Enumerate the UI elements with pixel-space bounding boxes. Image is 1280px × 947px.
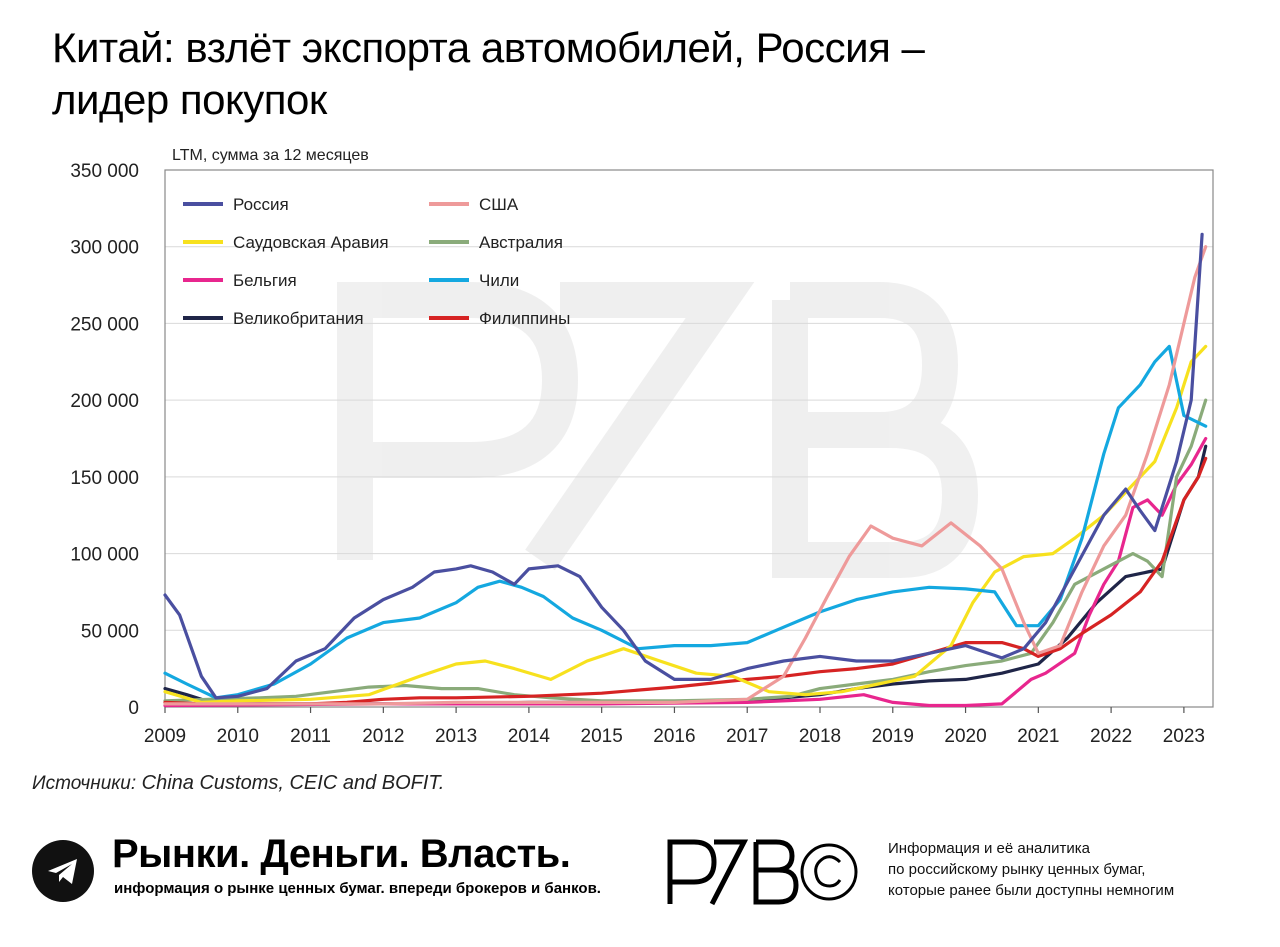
legend: Россия США Саудовская Аравия Австралия Бельг… [183,195,570,328]
x-tick-label: 2016 [653,726,695,747]
source-text: China Customs, CEIC and BOFIT. [141,772,445,794]
brand-tagline: информация о рынке ценных бумаг. впереди… [114,880,601,897]
x-tick-label: 2019 [872,726,914,747]
legend-label: Саудовская Аравия [233,233,389,252]
source-note: Источники: China Customs, CEIC and BOFIT… [32,772,444,795]
telegram-icon[interactable] [32,840,94,902]
y-tick-label: 350 000 [70,161,139,182]
legend-label: Чили [479,271,519,290]
x-tick-label: 2009 [144,726,186,747]
legend-label: Россия [233,195,289,214]
x-tick-label: 2015 [581,726,623,747]
legend-label: Великобритания [233,309,364,328]
x-tick-label: 2017 [726,726,768,747]
x-tick-label: 2014 [508,726,551,747]
source-label: Источники: [32,773,137,794]
legend-label: Австралия [479,233,563,252]
x-tick-label: 2013 [435,726,477,747]
x-tick-label: 2011 [290,726,331,747]
title-line-2: лидер покупок [52,76,327,123]
series-line [163,436,1208,708]
legend-label: США [479,195,519,214]
title-line-1: Китай: взлёт экспорта автомобилей, Росси… [52,24,925,71]
y-tick-label: 300 000 [70,238,139,259]
footer-info: Информация и её аналитика по российскому… [888,838,1174,901]
y-tick-label: 0 [128,698,139,719]
x-tick-label: 2020 [944,726,986,747]
series-line [163,398,1208,703]
footer-info-line-1: Информация и её аналитика [888,840,1090,857]
brand-name[interactable]: Рынки. Деньги. Власть. [112,832,571,876]
footer-info-line-3: которые ранее были доступны немногим [888,882,1175,899]
y-tick-label: 150 000 [70,468,139,489]
x-tick-label: 2018 [799,726,841,747]
series-line [163,344,1208,704]
y-tick-label: 250 000 [70,314,139,335]
x-tick-label: 2021 [1017,726,1059,747]
legend-label: Филиппины [479,309,570,328]
page-title: Китай: взлёт экспорта автомобилей, Росси… [52,22,1202,126]
export-line-chart: 0 50 000 100 000 150 000 200 000 250 000 300 0… [70,147,1214,747]
x-tick-label: 2023 [1163,726,1205,747]
plot-frame [164,169,1214,708]
x-tick-label: 2010 [217,726,259,747]
y-tick-label: 100 000 [70,545,139,566]
footer-info-line-2: по российскому рынку ценных бумаг, [888,861,1146,878]
series-line [163,245,1208,706]
y-tick-label: 200 000 [70,391,139,412]
pzb-logo [667,839,858,906]
pzb-watermark [337,282,979,578]
series-line [163,456,1208,706]
series-line [163,444,1208,706]
legend-label: Бельгия [233,271,297,290]
series-line [163,344,1208,700]
chart-subtitle: LTM, сумма за 12 месяцев [172,147,369,164]
y-tick-label: 50 000 [81,621,139,642]
x-tick-label: 2012 [362,726,404,747]
axes: 0 50 000 100 000 150 000 200 000 250 000 300 0… [70,161,1214,747]
series-line [163,232,1204,700]
series-lines [163,232,1208,708]
x-tick-label: 2022 [1090,726,1132,747]
